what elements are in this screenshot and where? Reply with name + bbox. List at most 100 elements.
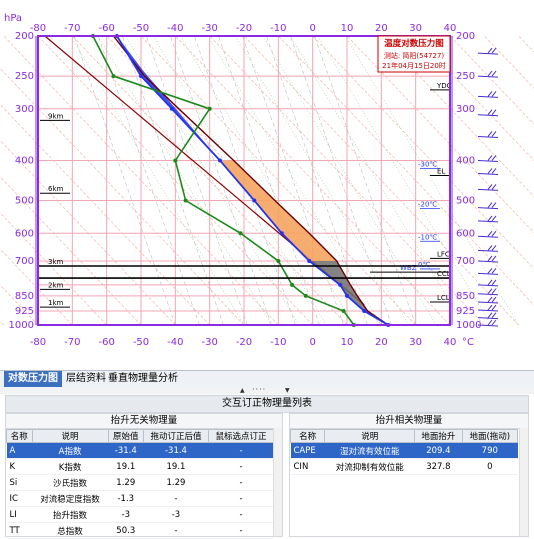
wind-barb-flag — [491, 131, 497, 137]
table-cell[interactable]: - — [143, 522, 209, 539]
mixing-ratio-line — [242, 35, 344, 326]
energy-areas — [113, 36, 389, 325]
table-row[interactable]: Si 沙氏指数 1.29 1.29- — [6, 474, 274, 491]
table-cell[interactable]: 209.4 — [414, 442, 463, 459]
top-tick-label: -30 — [201, 23, 217, 34]
table-cell[interactable]: 湿对流有效位能 — [324, 442, 415, 459]
table-cell[interactable]: 沙氏指数 — [32, 474, 109, 491]
dry-adiabat-line — [0, 139, 176, 326]
mixing-ratio-line — [194, 35, 296, 326]
col-desc[interactable]: 说明 — [31, 429, 109, 443]
table-cell[interactable]: 对流抑制有效位能 — [324, 458, 415, 475]
table-cell[interactable]: - — [208, 474, 274, 491]
table-cell[interactable]: - — [208, 458, 274, 475]
right-pressure-tick: 300 — [456, 104, 475, 115]
table-row[interactable]: IC 对流稳定度指数 -1.3- - — [6, 490, 274, 507]
table-cell[interactable]: - — [208, 506, 274, 523]
height-label: 3km — [48, 258, 64, 266]
table-cell[interactable]: 19.1 — [108, 458, 144, 475]
table-cell[interactable]: -1.3 — [108, 490, 144, 507]
splitter-handle[interactable]: ▲ ···· ▼ — [0, 385, 534, 394]
moist-adiabat-line — [235, 35, 410, 326]
right-pressure-tick: 500 — [456, 196, 475, 207]
table-cell[interactable]: 1.29 — [108, 474, 144, 491]
cape-area — [219, 160, 337, 261]
table-cell[interactable]: A — [6, 442, 33, 459]
table-row[interactable]: TT 总指数 50.3- - — [6, 522, 274, 539]
level-label: EL — [437, 168, 445, 176]
wind-barb — [477, 220, 499, 223]
table-cell[interactable]: - — [143, 490, 209, 507]
table-cell[interactable]: K — [6, 458, 33, 475]
wind-barb-flag — [487, 319, 493, 326]
wind-barb — [477, 272, 499, 275]
wind-barb-flag — [487, 168, 493, 174]
table-cell[interactable]: A指数 — [32, 442, 109, 459]
table-cell[interactable]: - — [208, 442, 274, 459]
left-scrollbar[interactable] — [273, 428, 282, 536]
tab-stratification-data[interactable]: 层结资料 — [66, 373, 106, 384]
table-cell[interactable]: - — [208, 490, 274, 507]
table-row[interactable]: A A指数 -31.4 -31.4- — [6, 442, 274, 459]
wind-barb-flag — [491, 155, 497, 161]
table-cell[interactable]: 790 — [462, 442, 518, 459]
table-cell[interactable]: TT — [6, 522, 33, 539]
col-orig[interactable]: 原始值 — [107, 429, 144, 443]
table-row[interactable]: LI 抬升指数 -3 -3- — [6, 506, 274, 523]
wind-barb-flag — [491, 319, 497, 326]
skew-t-log-p-chart[interactable]: YDC EL LFC CCL LCL WBZ -30℃ -20℃ -10℃ 0℃ 9km 6km 3km… — [0, 0, 534, 370]
table-cell[interactable]: - — [208, 522, 274, 539]
col-surface-drag[interactable]: 地面(拖动) — [461, 429, 519, 443]
table-cell[interactable]: 0 — [462, 458, 518, 475]
wind-barb — [477, 301, 499, 304]
table-row[interactable]: CIN 对流抑制有效位能 327.8 0 — [290, 458, 518, 475]
col-surface-lift[interactable]: 地面抬升 — [414, 429, 463, 443]
dry-adiabat-line — [0, 103, 210, 326]
table-cell[interactable]: -31.4 — [143, 442, 209, 459]
wind-barb-flag — [491, 288, 497, 295]
table-cell[interactable]: 抬升指数 — [32, 506, 109, 523]
dry-adiabat-line — [0, 176, 142, 326]
table-cell[interactable]: LI — [6, 506, 33, 523]
table-cell[interactable]: -31.4 — [108, 442, 144, 459]
table-cell[interactable]: 19.1 — [143, 458, 209, 475]
temperature-point — [307, 258, 312, 263]
bottom-tick-label: -60 — [98, 337, 114, 348]
splitter-up-icon[interactable]: ▲ — [240, 387, 245, 394]
tab-vertical-physics[interactable]: 垂直物理量分析 — [108, 373, 178, 384]
table-row[interactable]: CAPE 湿对流有效位能 209.4 790 — [290, 442, 518, 459]
table-cell[interactable]: -3 — [108, 506, 144, 523]
table-cell[interactable]: -3 — [143, 506, 209, 523]
tab-log-pressure-chart[interactable]: 对数压力图 — [4, 371, 62, 387]
table-cell[interactable]: 对流稳定度指数 — [32, 490, 109, 507]
moist-adiabat-line — [97, 35, 272, 326]
dry-adiabat-line — [37, 35, 313, 326]
col-mouse[interactable]: 鼠标选点订正 — [207, 429, 275, 443]
moist-adiabat-line — [125, 35, 300, 326]
wind-barb-flag — [491, 304, 497, 311]
splitter-down-icon[interactable]: ▼ — [285, 387, 290, 394]
mixing-ratio-line — [97, 35, 200, 326]
table-cell[interactable]: CIN — [290, 458, 325, 475]
lift-related-title: 抬升相关物理量 — [290, 414, 528, 429]
dewpoint-point — [183, 198, 188, 203]
col-name[interactable]: 名称 — [289, 429, 326, 443]
table-cell[interactable]: 1.29 — [143, 474, 209, 491]
dry-adiabat-line — [3, 35, 279, 326]
col-name[interactable]: 名称 — [6, 429, 33, 443]
moist-adiabat-line — [317, 35, 492, 326]
table-cell[interactable]: 总指数 — [32, 522, 109, 539]
left-pressure-tick: 600 — [15, 228, 34, 239]
table-row[interactable]: K K指数 19.1 19.1- — [6, 458, 274, 475]
table-cell[interactable]: IC — [6, 490, 33, 507]
table-cell[interactable]: K指数 — [32, 458, 109, 475]
table-cell[interactable]: CAPE — [290, 442, 325, 459]
table-cell[interactable]: Si — [6, 474, 33, 491]
col-drag[interactable]: 拖动订正后值 — [142, 429, 209, 443]
table-cell[interactable]: 50.3 — [108, 522, 144, 539]
right-pressure-tick: 600 — [456, 228, 475, 239]
right-scrollbar[interactable] — [519, 428, 528, 536]
table-cell[interactable]: 327.8 — [414, 458, 463, 475]
col-desc[interactable]: 说明 — [324, 429, 416, 443]
dewpoint-point — [207, 106, 212, 111]
